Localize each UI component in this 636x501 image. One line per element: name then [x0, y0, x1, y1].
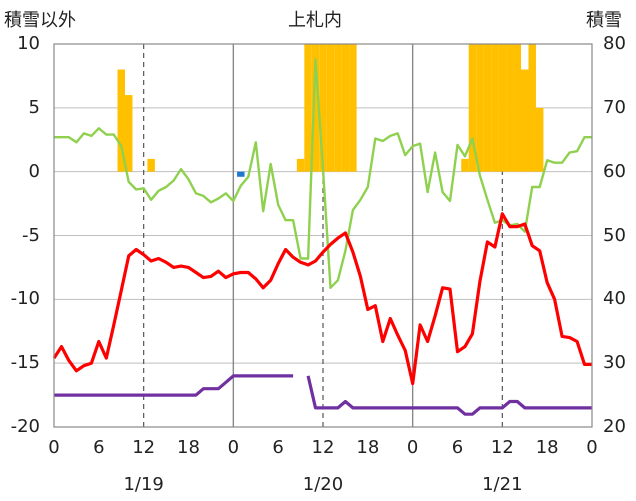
precip-bar	[341, 44, 350, 172]
precip-bar	[521, 69, 529, 172]
precip-bar	[528, 44, 536, 172]
y-tick-left: 10	[17, 33, 40, 54]
precip-bar	[461, 158, 469, 172]
x-tick: 6	[93, 437, 105, 458]
x-tick: 0	[227, 437, 240, 458]
y-tick-left: 5	[28, 96, 40, 118]
precip-bar	[349, 44, 357, 172]
x-tick: 18	[177, 437, 200, 458]
x-tick: 6	[272, 437, 284, 458]
plot-frame	[53, 43, 593, 428]
x-tick: 18	[535, 437, 559, 458]
date-label: 1/19	[123, 474, 164, 495]
snow_depth-line	[54, 374, 592, 416]
precip_blue-bar	[237, 171, 245, 177]
x-tick: 0	[586, 437, 598, 458]
precip-bar	[483, 44, 492, 172]
precip-bar	[319, 44, 327, 172]
chart-title: 上札内	[288, 10, 342, 31]
precip-bar	[498, 44, 507, 172]
x-tick: 12	[132, 437, 156, 458]
y-tick-left: -20	[10, 416, 40, 437]
precip-bar	[117, 69, 125, 172]
precip-bar	[513, 44, 522, 172]
y-tick-left: -10	[10, 288, 40, 310]
precip-bar	[304, 44, 312, 172]
y-tick-left: -5	[22, 224, 40, 246]
y-tick-left: 0	[28, 160, 40, 182]
precip-bar	[296, 158, 305, 172]
x-tick: 6	[451, 437, 464, 458]
y-tick-right: 20	[603, 416, 626, 437]
precip-bar	[311, 44, 320, 172]
precip-bar	[334, 44, 342, 172]
precip-bar	[491, 44, 499, 172]
y-axis-right-title: 積雪	[586, 10, 622, 31]
y-tick-right: 50	[603, 224, 626, 246]
x-tick: 12	[311, 437, 335, 458]
precip-bar	[468, 44, 477, 172]
precip-bar	[147, 158, 155, 172]
x-tick: 0	[48, 437, 60, 458]
y-tick-right: 30	[603, 352, 626, 374]
x-tick: 18	[356, 437, 380, 458]
date-label: 1/21	[482, 474, 523, 495]
bars-layer	[117, 44, 544, 177]
x-tick: 12	[490, 437, 514, 458]
precip-bar	[326, 44, 335, 172]
precip-bar	[124, 95, 133, 172]
y-tick-right: 60	[603, 160, 626, 182]
y-tick-left: -15	[10, 352, 40, 374]
temperature-line	[52, 212, 592, 386]
y-tick-right: 80	[603, 33, 626, 54]
date-label: 1/20	[302, 474, 344, 495]
precip-bar	[476, 44, 484, 172]
lines-layer	[52, 58, 592, 416]
y-tick-right: 40	[603, 288, 626, 310]
x-tick: 0	[406, 437, 419, 458]
precip-bar	[506, 44, 514, 172]
precip-bar	[535, 107, 544, 172]
y-axis-left-title: 積雪以外	[4, 10, 76, 31]
y-tick-right: 70	[603, 96, 626, 118]
